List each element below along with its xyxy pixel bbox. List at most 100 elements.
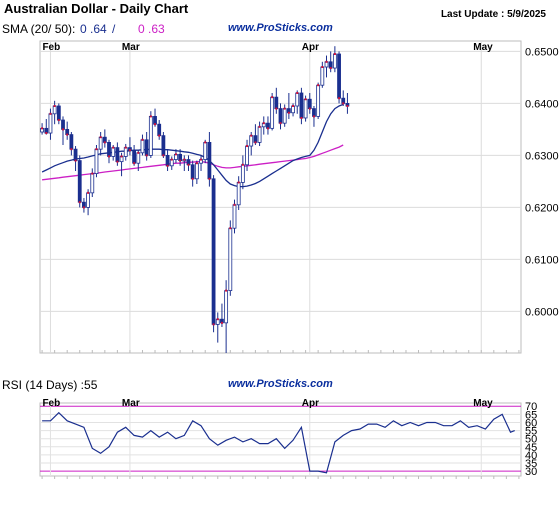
candle — [111, 145, 116, 161]
candle — [236, 176, 241, 210]
candle-close-mark — [137, 151, 140, 154]
candle-body — [270, 96, 275, 129]
candle — [299, 87, 304, 125]
sma-20-line — [41, 103, 344, 188]
candle-close-mark — [333, 53, 336, 55]
rsi-month-label: May — [473, 398, 493, 409]
candle-close-mark — [283, 107, 286, 110]
candle-close-mark — [154, 123, 157, 126]
candle-close-mark — [304, 98, 307, 101]
candle-close-mark — [312, 115, 315, 118]
rsi-y-tick-label: 45 — [525, 442, 537, 454]
price-y-tick-label: 0.6100 — [525, 254, 559, 266]
rsi-y-tick-label: 70 — [525, 401, 537, 413]
candle — [165, 150, 170, 171]
candle-close-mark — [262, 122, 265, 125]
candle-body — [211, 178, 216, 325]
candle-body — [228, 227, 233, 291]
candle-body — [207, 141, 212, 180]
rsi-y-tick-label: 55 — [525, 426, 537, 438]
candle-body — [69, 134, 74, 150]
candle-close-mark — [87, 191, 90, 194]
candle — [199, 155, 203, 171]
candle-close-mark — [108, 155, 111, 158]
candle-body — [123, 147, 128, 157]
candle-close-mark — [229, 227, 232, 230]
candle — [161, 132, 166, 158]
candle-body — [90, 173, 95, 194]
candle-body — [140, 139, 145, 154]
candle — [119, 152, 124, 177]
candle-close-mark — [128, 149, 131, 152]
candle-close-mark — [162, 154, 165, 157]
candle — [190, 160, 195, 187]
candle-body — [274, 96, 279, 110]
candle — [90, 168, 95, 197]
candle-close-mark — [296, 92, 299, 94]
candle — [65, 121, 70, 140]
candle — [174, 149, 178, 164]
candle-close-mark — [124, 146, 127, 149]
price-month-label: Apr — [302, 42, 319, 53]
candle-body — [320, 66, 325, 86]
sma-50-value: 0 .63 — [138, 22, 165, 36]
candle-close-mark — [308, 107, 311, 110]
candle-close-mark — [62, 128, 65, 131]
candle-body — [48, 113, 53, 134]
price-month-label: May — [473, 42, 493, 53]
candle-close-mark — [103, 141, 106, 144]
candle — [136, 150, 141, 171]
candle-body — [291, 105, 295, 114]
candle-body — [332, 53, 337, 69]
candle — [52, 100, 57, 125]
candle-close-mark — [53, 105, 56, 107]
sma-separator: / — [112, 22, 116, 36]
candle-body — [337, 53, 341, 99]
candle — [332, 46, 337, 73]
candle-body — [316, 84, 321, 117]
sma-label: SMA (20/ 50): — [2, 22, 76, 36]
price-y-tick-label: 0.6500 — [525, 46, 559, 58]
candle-body — [77, 160, 82, 203]
candle-close-mark — [225, 289, 228, 292]
price-month-label: Mar — [122, 42, 140, 53]
rsi-month-label: Feb — [42, 398, 60, 409]
candle — [312, 106, 316, 127]
candle-close-mark — [329, 67, 332, 70]
chart-title: Australian Dollar - Daily Chart — [4, 1, 189, 16]
candle-close-mark — [338, 97, 341, 100]
candle-close-mark — [66, 133, 69, 136]
candle — [207, 132, 212, 187]
price-month-label: Feb — [42, 42, 60, 53]
candle — [203, 139, 208, 164]
candle-close-mark — [325, 60, 328, 63]
candle-body — [203, 141, 208, 160]
candle-body — [153, 116, 157, 125]
candle-close-mark — [99, 136, 102, 139]
candle-close-mark — [204, 141, 207, 144]
rsi-y-tick-label: 65 — [525, 409, 537, 421]
candle-body — [249, 135, 254, 147]
candle-body — [236, 182, 241, 206]
candle-close-mark — [292, 105, 295, 107]
candle — [220, 303, 224, 327]
candle — [337, 51, 341, 104]
candle-body — [278, 108, 283, 124]
candle — [224, 280, 229, 353]
candle-close-mark — [212, 323, 215, 326]
website-watermark-rsi: www.ProSticks.com — [228, 378, 333, 390]
candle — [102, 129, 107, 148]
candle — [56, 103, 61, 125]
candle-close-mark — [300, 116, 303, 119]
candle — [194, 160, 199, 184]
candle-body — [232, 204, 237, 229]
candle-close-mark — [57, 119, 60, 122]
candle-body — [73, 148, 78, 162]
candle — [144, 132, 149, 161]
candle — [316, 82, 321, 119]
candle-close-mark — [258, 125, 261, 128]
candle-close-mark — [112, 146, 115, 149]
rsi-y-tick-label: 40 — [525, 450, 537, 462]
candle-close-mark — [78, 201, 81, 204]
candle-body — [312, 108, 316, 117]
